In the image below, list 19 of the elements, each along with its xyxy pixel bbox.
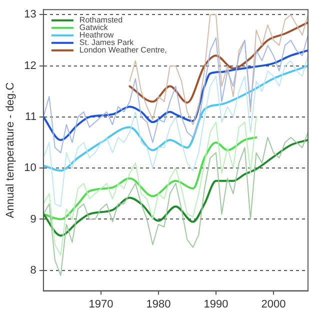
y-axis-title: Annual temperature - deg.C bbox=[4, 82, 17, 218]
y-tick-label: 12 bbox=[24, 60, 36, 72]
line-series bbox=[43, 138, 308, 237]
legend-label: London Weather Centre, bbox=[79, 46, 167, 55]
legend-label: Gatwick bbox=[79, 23, 109, 32]
y-tick-label: 11 bbox=[25, 111, 36, 123]
y-tick-label: 8 bbox=[30, 264, 36, 276]
x-tick-label: 2000 bbox=[261, 298, 286, 310]
y-tick-label: 13 bbox=[24, 8, 36, 21]
x-tick-label: 1970 bbox=[88, 298, 114, 310]
x-tick-label: 1990 bbox=[204, 298, 228, 310]
legend-label: Rothamsted bbox=[79, 16, 123, 25]
line-series bbox=[43, 64, 308, 172]
x-tick-label: 1980 bbox=[146, 298, 171, 310]
y-tick-label: 10 bbox=[24, 162, 36, 174]
legend-label: St. James Park bbox=[79, 38, 135, 48]
legend-label: Heathrow bbox=[79, 30, 114, 40]
y-tick-label: 9 bbox=[30, 213, 36, 226]
line-series bbox=[43, 136, 258, 220]
